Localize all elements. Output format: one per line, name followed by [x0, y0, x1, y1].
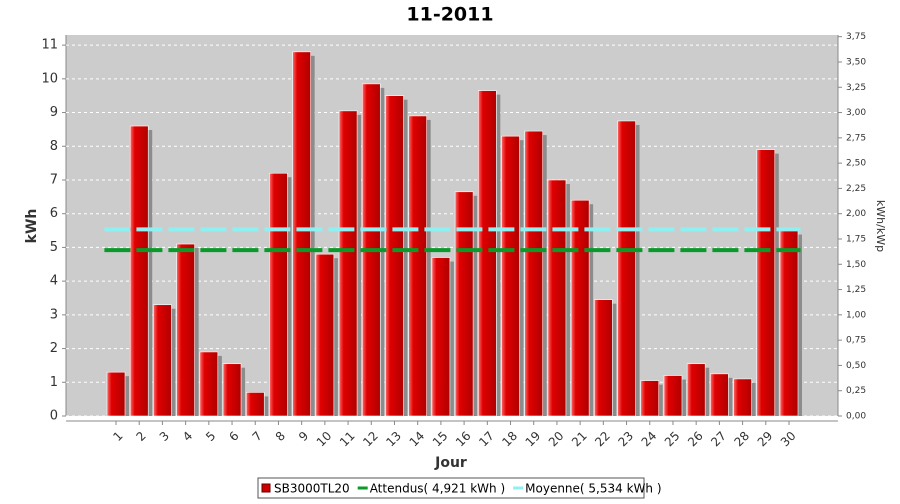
- bar: [153, 304, 172, 417]
- x-tick-label: 13: [383, 429, 404, 450]
- y-tick-label: 11: [41, 38, 58, 53]
- bar: [501, 135, 520, 417]
- y-tick-label: 3: [50, 307, 58, 322]
- y-axis-title: kWh: [24, 209, 40, 244]
- y-tick-label: 8: [50, 139, 58, 154]
- x-tick-label: 16: [453, 429, 474, 450]
- x-tick-label: 25: [662, 429, 683, 450]
- y2-tick-label: 1,50: [846, 260, 866, 270]
- x-tick-label: 28: [731, 429, 752, 450]
- y2-tick-label: 2,75: [846, 133, 866, 143]
- x-tick-label: 11: [337, 429, 358, 450]
- x-tick-label: 2: [134, 429, 149, 444]
- bar: [733, 378, 752, 417]
- y2-tick-label: 1,75: [846, 234, 866, 244]
- bar: [431, 257, 451, 417]
- y-tick-label: 5: [50, 240, 58, 255]
- x-tick-label: 26: [685, 429, 706, 450]
- bar: [663, 375, 683, 417]
- x-tick-label: 6: [226, 429, 241, 444]
- x-tick-label: 27: [708, 429, 729, 450]
- y2-tick-label: 3,75: [846, 32, 866, 42]
- x-tick-label: 23: [615, 429, 636, 450]
- y2-tick-label: 1,25: [846, 285, 866, 295]
- x-tick-label: 8: [273, 429, 288, 444]
- bar: [106, 371, 126, 417]
- x-axis-title: Jour: [434, 455, 467, 471]
- x-tick-label: 17: [476, 429, 497, 450]
- bar: [617, 120, 636, 417]
- x-tick-label: 4: [180, 429, 195, 444]
- bar: [640, 380, 660, 417]
- y2-tick-label: 0,00: [846, 412, 866, 422]
- chart-title: 11-2011: [406, 4, 493, 26]
- y-tick-label: 2: [50, 341, 58, 356]
- y2-tick-label: 2,25: [846, 184, 866, 194]
- x-tick-label: 10: [314, 429, 335, 450]
- y2-tick-label: 0,25: [846, 386, 866, 396]
- bar: [292, 51, 311, 417]
- x-tick-label: 21: [569, 429, 590, 450]
- legend-label: SB3000TL20: [274, 482, 350, 496]
- x-tick-label: 18: [499, 429, 520, 450]
- x-tick-label: 9: [296, 429, 311, 444]
- bar: [385, 95, 404, 417]
- bar: [176, 243, 195, 417]
- x-tick-label: 3: [157, 429, 172, 444]
- y2-tick-label: 3,25: [846, 83, 866, 93]
- x-tick-label: 14: [407, 429, 428, 450]
- x-tick-label: 1: [110, 429, 125, 444]
- y-tick-label: 6: [50, 206, 58, 221]
- y2-axis-title: kWh/kWp: [874, 200, 887, 252]
- y2-tick-label: 3,00: [846, 108, 866, 118]
- y2-tick-label: 2,50: [846, 159, 866, 169]
- y2-tick-label: 2,00: [846, 209, 866, 219]
- bar: [756, 149, 776, 417]
- y-tick-label: 4: [50, 274, 58, 289]
- y2-tick-label: 1,00: [846, 310, 866, 320]
- bar: [779, 230, 799, 417]
- bar: [478, 90, 497, 417]
- y2-tick-label: 3,50: [846, 57, 866, 67]
- x-tick-label: 30: [778, 429, 799, 450]
- y-tick-label: 10: [41, 71, 58, 86]
- bar: [129, 125, 149, 417]
- bar: [245, 392, 265, 417]
- bar: [594, 299, 613, 417]
- x-tick-label: 5: [203, 429, 218, 444]
- bar: [547, 179, 567, 417]
- bar: [338, 110, 358, 417]
- bar: [408, 115, 427, 417]
- y-tick-label: 1: [50, 375, 58, 390]
- bar: [524, 130, 544, 417]
- x-tick-label: 29: [755, 429, 776, 450]
- y-tick-label: 0: [50, 409, 58, 424]
- x-tick-label: 15: [430, 429, 451, 450]
- y-tick-label: 7: [50, 172, 58, 187]
- bar: [686, 363, 706, 417]
- bar: [454, 191, 474, 417]
- bar: [570, 199, 590, 417]
- x-tick-label: 12: [360, 429, 381, 450]
- bar: [199, 351, 219, 417]
- bar: [710, 373, 729, 417]
- bar: [315, 253, 335, 417]
- x-tick-label: 22: [592, 429, 613, 450]
- bar: [269, 172, 288, 417]
- legend-label: Moyenne( 5,534 kWh ): [525, 482, 661, 496]
- bar: [222, 363, 242, 417]
- y-tick-label: 9: [50, 105, 58, 120]
- x-tick-label: 7: [250, 429, 265, 444]
- legend-swatch: [261, 483, 271, 493]
- legend-label: Attendus( 4,921 kWh ): [370, 482, 505, 496]
- x-tick-label: 19: [523, 429, 544, 450]
- x-tick-label: 24: [639, 429, 660, 450]
- y2-tick-label: 0,50: [846, 361, 866, 371]
- x-tick-label: 20: [546, 429, 567, 450]
- y2-tick-label: 0,75: [846, 336, 866, 346]
- legend: [257, 477, 645, 499]
